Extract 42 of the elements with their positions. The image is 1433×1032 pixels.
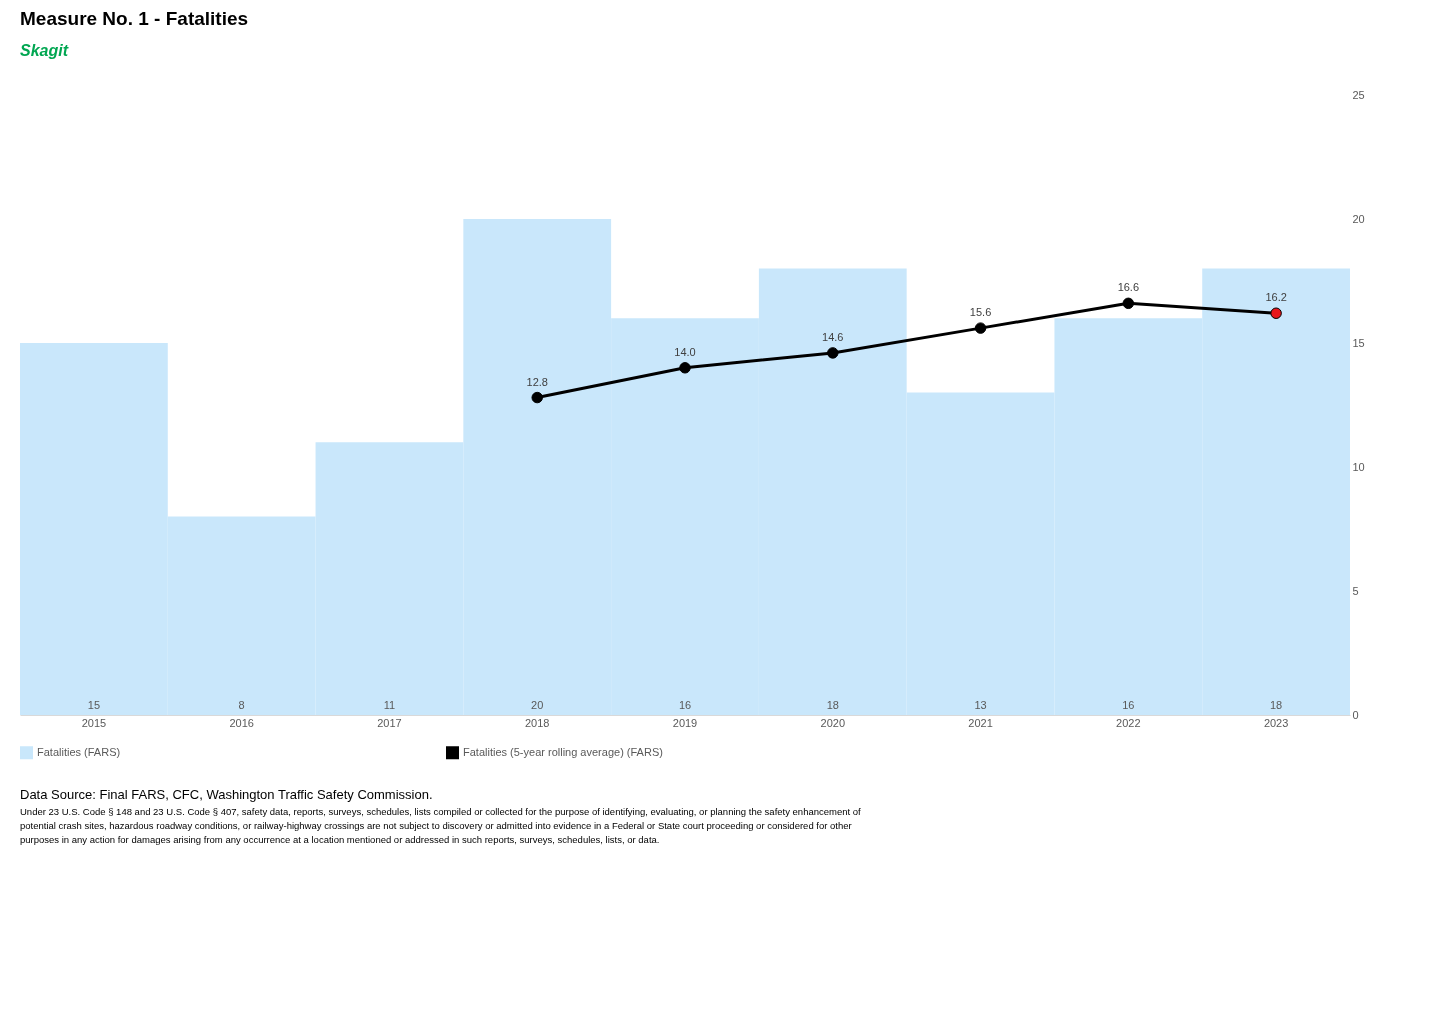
y-tick-label: 0 <box>1352 708 1359 721</box>
chart-title: Measure No. 1 - Fatalities <box>20 8 249 29</box>
data-label: 14.0 <box>674 345 696 358</box>
x-tick-label: 2023 <box>1263 716 1289 729</box>
data-label: 16 <box>1122 699 1135 711</box>
legend-label: Fatalities (5-year rolling average) (FARS) <box>463 745 663 758</box>
legend-label: Fatalities (FARS) <box>37 745 121 758</box>
x-tick-label: 2015 <box>81 716 107 729</box>
data-label: 13 <box>974 699 987 711</box>
x-tick-label: 2016 <box>229 716 254 729</box>
data-label: 16 <box>678 699 692 711</box>
data-label: 8 <box>238 699 245 711</box>
x-tick-label: 2019 <box>672 716 698 729</box>
y-tick-label: 5 <box>1352 584 1359 597</box>
y-tick-label: 20 <box>1352 212 1365 225</box>
x-tick-label: 2021 <box>968 716 993 729</box>
data-label: 11 <box>383 699 396 711</box>
point <box>827 347 839 359</box>
data-label: 15.6 <box>969 306 992 319</box>
data-label: 14.6 <box>822 330 844 343</box>
data-label: 16.2 <box>1265 291 1287 304</box>
data-label: 16.6 <box>1117 281 1140 294</box>
data-label: 15 <box>87 699 101 711</box>
chart-subtitle: Skagit <box>20 42 69 59</box>
data-label: 18 <box>1269 699 1283 711</box>
point <box>974 322 987 334</box>
source-note: Data Source: Final FARS, CFC, Washington Traffic Safety Commission. <box>20 787 433 802</box>
x-tick-label: 2022 <box>1116 716 1141 729</box>
y-tick-label: 10 <box>1352 460 1365 473</box>
x-tick-label: 2017 <box>377 716 402 729</box>
data-label: 20 <box>531 699 544 711</box>
y-tick-label: 15 <box>1352 336 1365 349</box>
y-tick-label: 25 <box>1352 88 1365 101</box>
x-tick-label: 2018 <box>524 716 550 729</box>
point <box>1122 297 1135 310</box>
data-label: 18 <box>826 699 839 711</box>
data-label: 12.8 <box>526 375 548 388</box>
point <box>679 362 691 374</box>
point <box>531 391 543 404</box>
point <box>1270 307 1282 319</box>
x-tick-label: 2020 <box>820 716 846 729</box>
text: Under 23 U.S. Code § 148 and 23 U.S. Code § 407, safety data, reports, surveys, schedules, lists compiled or collected for the purpose of identifying, evaluating, or planning the safety enhancement of potential crash sites, hazardous roadway conditions, or railway-highway crossings are not subject to discovery or admitted into evidence in a Federal or State court proceeding or considered for other purposes in any action for damages arising from any occurrence at a location mentioned or addressed in such reports, surveys, schedules, lists, or data. <box>20 806 862 845</box>
